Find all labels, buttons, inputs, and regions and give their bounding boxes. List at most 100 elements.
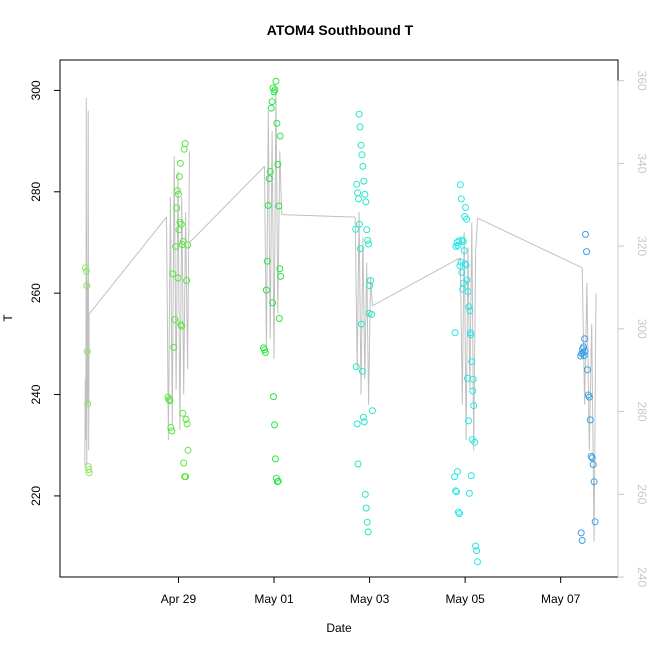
data-point	[270, 393, 277, 401]
x-axis-label: Date	[326, 621, 352, 635]
data-point	[273, 119, 281, 127]
y2-tick-label: 300	[635, 319, 649, 339]
data-point	[466, 307, 474, 315]
data-point	[166, 397, 174, 405]
data-point	[83, 347, 91, 355]
secondary-y-axis: 240 260 280 300 320 340 360	[617, 71, 649, 587]
data-point	[261, 349, 269, 356]
data-point	[463, 215, 471, 223]
data-point	[81, 264, 89, 272]
data-point	[454, 508, 462, 516]
data-point	[82, 267, 90, 275]
y-tick-label: 220	[29, 486, 43, 506]
data-point	[176, 159, 184, 167]
data-point	[364, 236, 372, 244]
data-point	[271, 421, 278, 429]
data-point	[182, 415, 190, 423]
data-point	[577, 529, 585, 537]
trace-line-5	[264, 90, 283, 360]
data-point	[179, 409, 187, 417]
trace-line-10	[477, 217, 583, 269]
data-point	[277, 272, 285, 280]
data-point	[468, 358, 476, 366]
x-tick-label: May 03	[350, 592, 390, 606]
data-point	[178, 322, 186, 330]
data-point	[472, 542, 480, 550]
data-point	[358, 320, 365, 328]
data-point	[352, 363, 360, 371]
data-point	[454, 242, 462, 249]
data-point	[583, 366, 591, 374]
data-point	[269, 84, 277, 92]
data-point	[169, 270, 177, 278]
data-point	[265, 175, 273, 183]
data-point	[453, 488, 460, 496]
data-point	[578, 537, 586, 544]
data-point	[467, 472, 475, 480]
data-point	[468, 436, 476, 444]
data-point	[360, 177, 368, 185]
data-point	[365, 309, 373, 317]
data-point	[462, 204, 470, 211]
data-point	[465, 417, 472, 425]
data-point	[465, 303, 473, 311]
data-point	[362, 198, 370, 206]
data-point	[175, 173, 183, 181]
data-point	[368, 407, 376, 415]
data-point	[365, 240, 373, 248]
data-point	[455, 237, 463, 245]
data-point	[175, 190, 182, 198]
data-point	[352, 225, 360, 233]
data-point	[353, 180, 361, 188]
data-point	[176, 218, 184, 226]
data-point	[465, 489, 473, 497]
trace-line-11	[581, 267, 597, 542]
data-point	[183, 420, 191, 428]
y2-tick-label: 320	[635, 236, 649, 256]
data-point	[173, 204, 181, 212]
data-point	[473, 547, 481, 555]
data-point	[171, 316, 179, 323]
data-point	[357, 141, 365, 149]
data-point	[175, 226, 183, 234]
data-point	[356, 123, 364, 131]
data-point	[458, 268, 466, 276]
data-point	[470, 402, 478, 410]
data-point	[581, 347, 589, 355]
y2-tick-label: 240	[635, 567, 649, 587]
data-point	[362, 504, 370, 512]
data-point	[84, 400, 92, 408]
data-point	[452, 487, 460, 495]
data-point	[183, 277, 191, 284]
data-point	[456, 181, 464, 189]
data-point	[581, 335, 589, 343]
data-point	[451, 329, 459, 337]
data-point	[182, 473, 190, 481]
data-point	[355, 110, 363, 118]
y-tick-label: 280	[29, 181, 43, 201]
data-point	[177, 321, 185, 329]
data-point	[272, 77, 280, 85]
data-point	[588, 454, 596, 462]
data-point	[179, 238, 187, 245]
trace-layer	[84, 90, 597, 542]
data-point	[361, 490, 369, 498]
y2-tick-label: 260	[635, 484, 649, 504]
data-point	[266, 168, 274, 175]
trace-line-8	[372, 257, 461, 307]
data-point	[357, 245, 364, 253]
data-point	[355, 195, 363, 203]
data-point	[269, 299, 277, 307]
y-axis-label: T	[1, 314, 15, 322]
data-point	[453, 239, 461, 246]
data-point	[359, 413, 367, 421]
trace-line-2	[89, 216, 167, 314]
data-point	[455, 510, 463, 518]
data-point	[271, 86, 279, 94]
data-point	[460, 279, 468, 287]
x-tick-label: May 01	[254, 592, 294, 606]
data-point	[83, 282, 91, 290]
data-point	[360, 418, 368, 426]
data-point	[580, 352, 588, 359]
